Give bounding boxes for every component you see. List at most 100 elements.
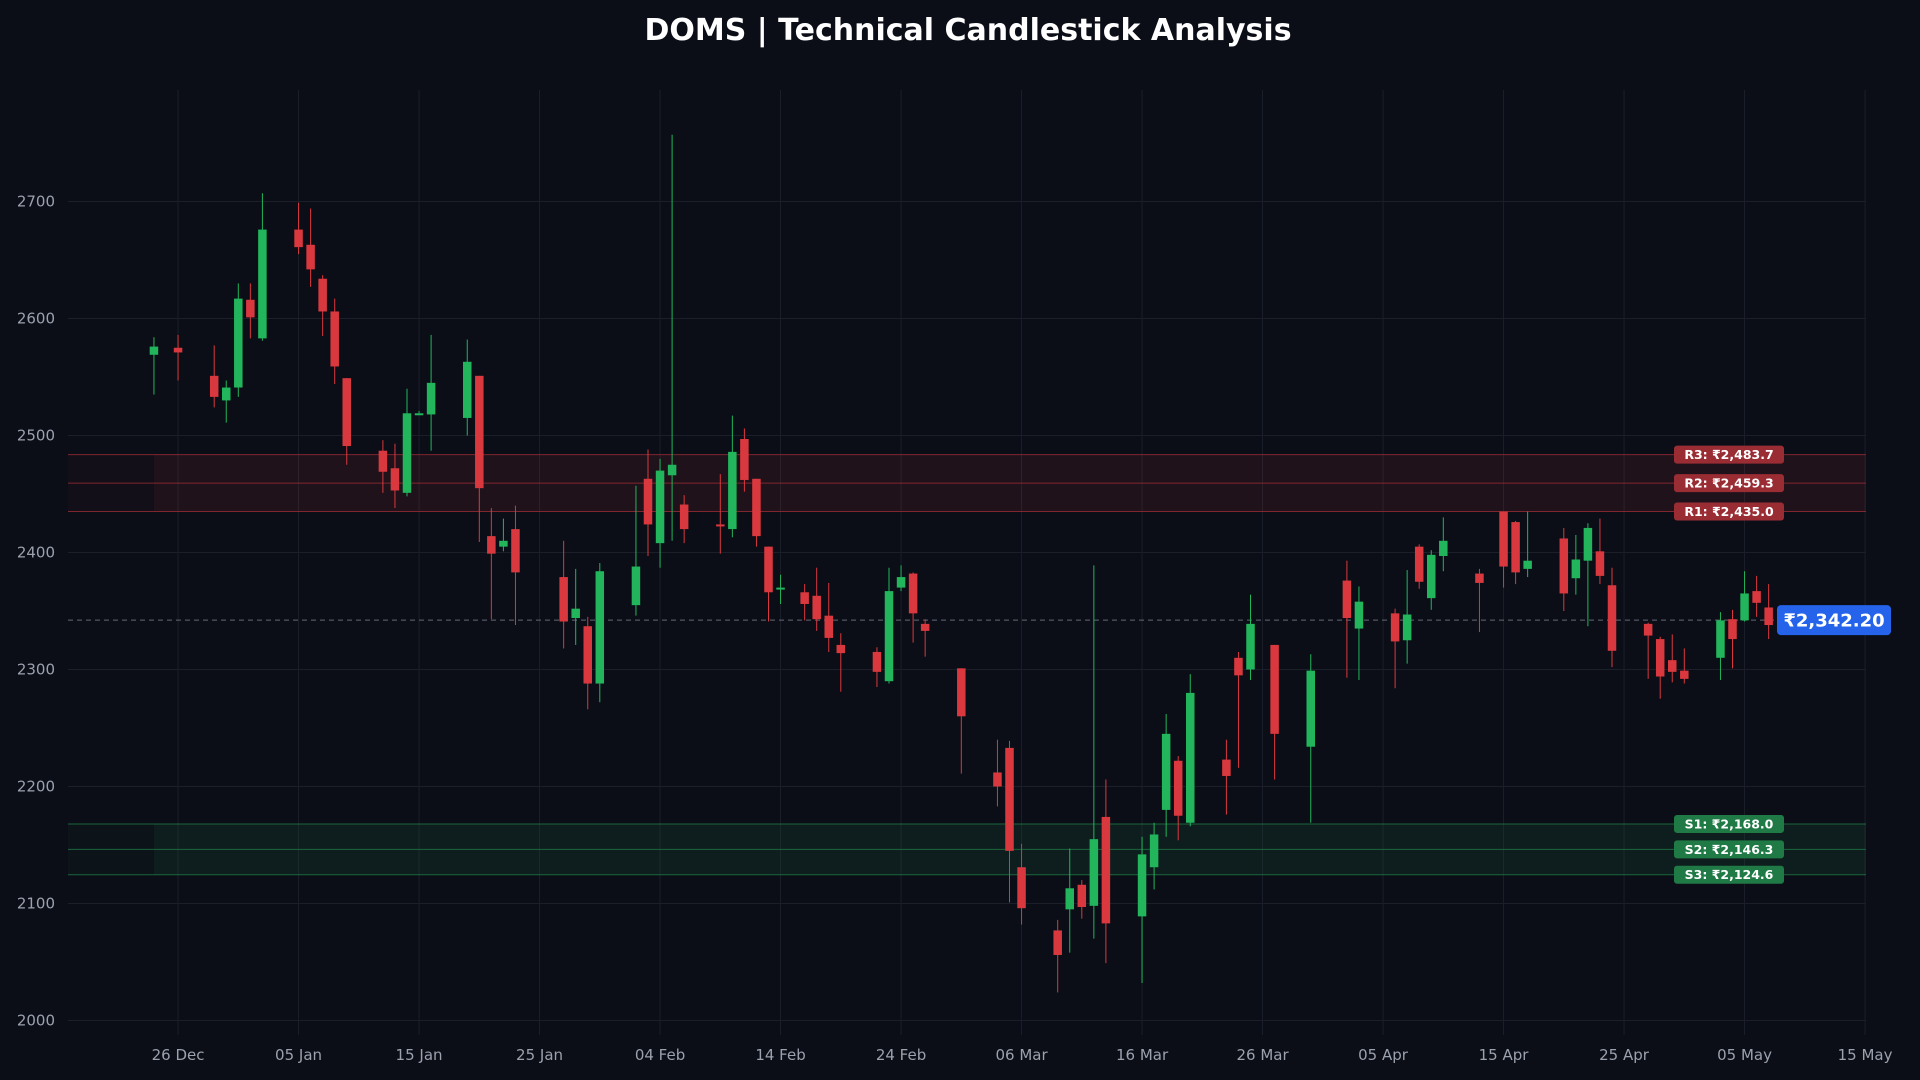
candle <box>1607 567 1617 668</box>
candle <box>1680 648 1689 684</box>
candle-body <box>800 592 809 604</box>
candle <box>1559 527 1569 611</box>
candle-body <box>1559 538 1569 594</box>
level-labels: R3: ₹2,483.7 R2: ₹2,459.3 R1: ₹2,435.0 S1: … <box>1674 445 1891 884</box>
candle-body <box>222 387 231 401</box>
x-tick-label: 15 May <box>1838 1046 1893 1064</box>
candle-body <box>908 573 918 614</box>
candle-body <box>1499 511 1508 567</box>
candle <box>1764 584 1773 640</box>
support-label-text: S1: ₹2,168.0 <box>1685 816 1774 831</box>
candle-body <box>1101 816 1111 924</box>
candle <box>1475 568 1484 633</box>
support-label-badge <box>1674 865 1784 884</box>
resistance-label-badge <box>1674 502 1784 521</box>
candle-body <box>728 451 737 530</box>
x-tick-label: 24 Feb <box>876 1046 926 1064</box>
candle <box>402 388 412 497</box>
candle <box>222 380 231 423</box>
x-tick-label: 25 Jan <box>516 1046 563 1064</box>
candle-body <box>475 375 484 489</box>
candle <box>1752 575 1761 617</box>
candle <box>1017 843 1026 925</box>
candle <box>1186 674 1195 827</box>
candle <box>1101 779 1111 964</box>
candle <box>1511 520 1520 585</box>
x-tick-label: 05 Apr <box>1358 1046 1409 1064</box>
candle-body <box>1414 546 1424 582</box>
candle <box>258 193 267 341</box>
candle-body <box>631 566 641 606</box>
candle <box>1053 919 1062 993</box>
candle <box>643 449 653 557</box>
candle <box>571 568 580 645</box>
candle-body <box>667 464 677 476</box>
candle <box>1065 848 1074 953</box>
support-level-label: S1: ₹2,168.0 <box>1674 814 1784 833</box>
support-label-text: S3: ₹2,124.6 <box>1685 867 1774 882</box>
y-tick-label: 2100 <box>17 895 55 913</box>
candle-body <box>1149 834 1159 868</box>
x-tick-label: 15 Jan <box>396 1046 443 1064</box>
y-tick-label: 2600 <box>17 310 55 328</box>
candle-body <box>1571 559 1581 579</box>
candle <box>246 283 255 339</box>
candle-body <box>872 651 882 672</box>
candles <box>149 134 1773 993</box>
candle <box>1427 550 1436 610</box>
candle-body <box>487 536 496 554</box>
candle-body <box>1607 585 1617 651</box>
candle <box>306 208 315 287</box>
candle <box>1342 560 1352 678</box>
candle-body <box>209 375 219 397</box>
candle <box>1571 534 1581 595</box>
candle <box>776 574 785 604</box>
candle <box>1390 608 1400 689</box>
candle <box>993 739 1002 807</box>
candle-body <box>234 298 243 388</box>
candle-body <box>342 378 351 447</box>
candle <box>342 378 351 465</box>
candle <box>1089 565 1099 939</box>
candle-body <box>258 229 267 339</box>
candle <box>764 546 773 622</box>
resistance-label-text: R1: ₹2,435.0 <box>1684 504 1774 519</box>
axes: 2000 2100 2200 2300 2400 2500 2600 2700 26 Dec 05… <box>17 193 1893 1065</box>
candle <box>595 563 605 703</box>
candle-body <box>884 591 894 682</box>
resistance-level-label: R2: ₹2,459.3 <box>1674 474 1784 493</box>
candle <box>957 668 966 774</box>
candle <box>836 633 846 692</box>
candle <box>330 298 339 385</box>
candle <box>487 508 496 620</box>
candle <box>631 485 641 616</box>
candle-body <box>1716 620 1725 658</box>
candle <box>1077 880 1087 919</box>
support-label-text: S2: ₹2,146.3 <box>1685 842 1774 857</box>
candle-body <box>1643 623 1653 636</box>
candle <box>1222 739 1231 815</box>
candle <box>1668 634 1677 683</box>
candle-body <box>1137 854 1147 917</box>
candle-body <box>1246 623 1255 670</box>
x-tick-label: 25 Apr <box>1599 1046 1650 1064</box>
candle <box>511 505 520 626</box>
candle-body <box>679 504 689 530</box>
resistance-label-badge <box>1674 474 1784 493</box>
support-label-badge <box>1674 840 1784 859</box>
candle-body <box>1728 619 1737 640</box>
candle <box>173 334 183 381</box>
candle <box>679 495 689 544</box>
y-tick-label: 2200 <box>17 778 55 796</box>
candle <box>318 275 327 337</box>
y-tick-label: 2500 <box>17 427 55 445</box>
y-tick-label: 2400 <box>17 544 55 562</box>
candle-body <box>1186 692 1195 823</box>
candle <box>920 619 930 657</box>
candle-body <box>246 299 255 318</box>
candle <box>378 440 388 493</box>
candle-body <box>643 478 653 525</box>
candle-body <box>824 615 833 638</box>
